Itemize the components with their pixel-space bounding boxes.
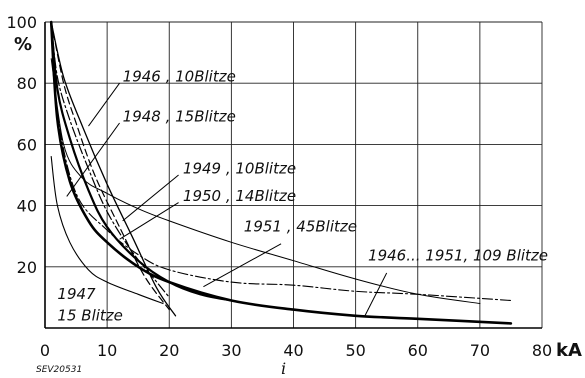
annotation-leader-3 [119, 202, 179, 240]
annotation-label-4: 1951 , 45Blitze [244, 218, 357, 236]
chart-series [49, 20, 513, 325]
annotation-label-7: 15 Blitze [57, 306, 122, 324]
y-unit-label: % [14, 34, 32, 55]
x-tick-label-80: 80 [532, 341, 552, 360]
series-line-7 [50, 156, 164, 305]
annotation-leader-4 [203, 243, 282, 288]
y-tick-label-80: 80 [17, 74, 37, 93]
annotation-label-5: 1946... 1951, 109 Blitze [368, 247, 548, 265]
x-tick-label-40: 40 [283, 341, 303, 360]
x-tick-label-10: 10 [97, 341, 117, 360]
x-tick-label-50: 50 [345, 341, 365, 360]
x-tick-label-0: 0 [40, 341, 50, 360]
series-line-6 [50, 58, 481, 304]
tick-labels: 0 10 20 30 40 50 60 70 80 20 40 60 80 100 [6, 13, 552, 360]
y-tick-label-40: 40 [17, 197, 37, 216]
x-unit-label: kA [556, 340, 582, 361]
annotation-leader-2 [122, 174, 179, 222]
annotation-label-0: 1946 , 10Blitze [123, 68, 236, 86]
annotation-leader-1 [66, 122, 120, 197]
series-line-2 [50, 21, 170, 298]
series-line-1 [50, 21, 170, 311]
series-line-5 [49, 20, 513, 325]
annotation-leader-0 [88, 82, 120, 127]
x-tick-label-20: 20 [159, 341, 179, 360]
annotation-leaders [66, 82, 388, 316]
chart-axes [44, 22, 542, 329]
x-axis-symbol: i [281, 359, 286, 378]
annotation-leader-5 [364, 272, 388, 316]
y-tick-label-60: 60 [17, 135, 37, 154]
y-tick-label-100: 100 [6, 13, 37, 32]
chart-annotations: 1946 , 10Blitze 1948 , 15Blitze 1949 , 10B… [57, 68, 548, 325]
series-line-4 [50, 21, 512, 302]
annotation-label-6: 1947 [57, 285, 96, 303]
figure-reference: SEV20531 [36, 365, 82, 375]
x-tick-label-70: 70 [470, 341, 490, 360]
series-line-0 [50, 21, 177, 317]
annotation-label-2: 1949 , 10Blitze [183, 159, 296, 177]
y-tick-label-20: 20 [17, 258, 37, 277]
x-tick-label-30: 30 [221, 341, 241, 360]
series-line-3 [50, 20, 233, 302]
annotation-label-3: 1950 , 14Blitze [183, 187, 296, 205]
annotation-label-1: 1948 , 15Blitze [123, 107, 236, 125]
x-tick-label-60: 60 [408, 341, 428, 360]
